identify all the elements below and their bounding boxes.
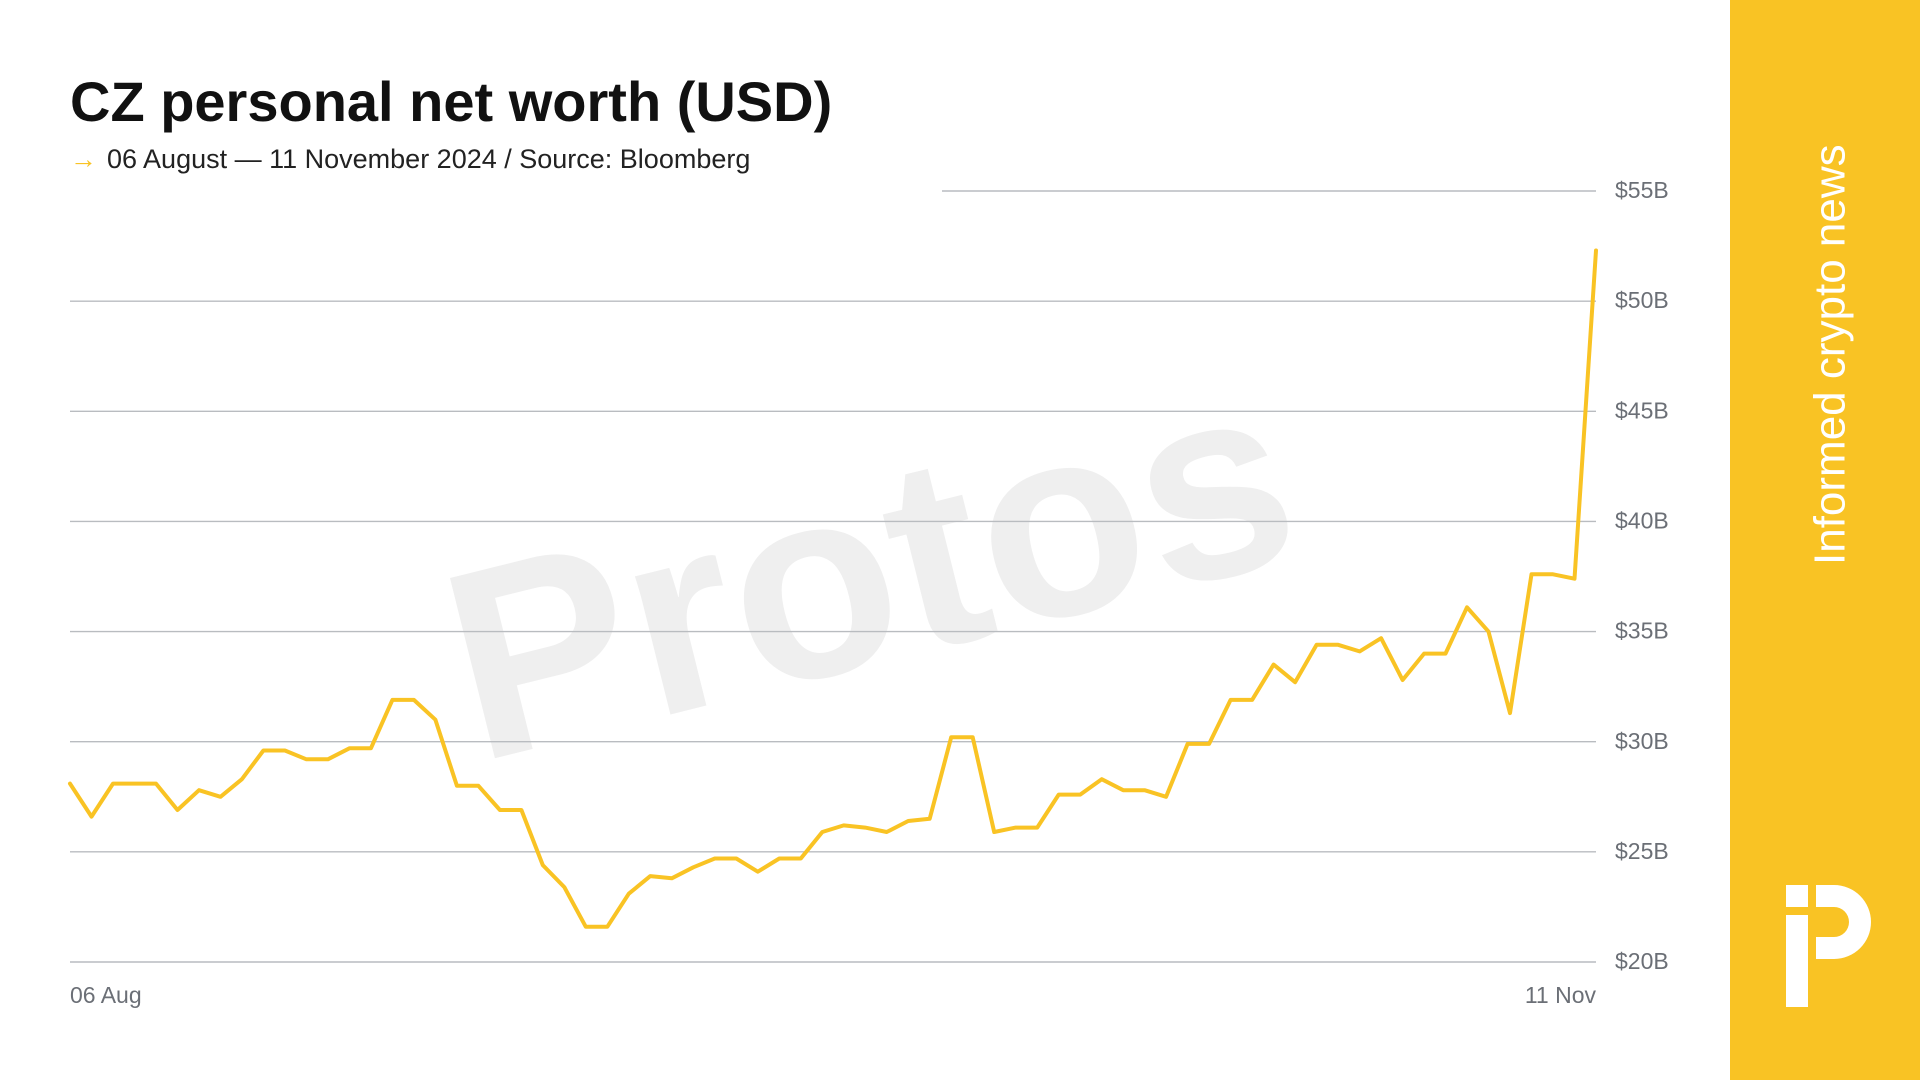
x-tick-label: 11 Nov xyxy=(1525,982,1597,1008)
y-tick-label: $45B xyxy=(1615,397,1669,423)
x-tick-label: 06 Aug xyxy=(70,982,142,1008)
y-tick-label: $20B xyxy=(1615,948,1669,974)
y-tick-label: $30B xyxy=(1615,728,1669,754)
chart-subtitle: 06 August — 11 November 2024 / Source: B… xyxy=(107,144,750,174)
sidebar-text: Informed crypto news xyxy=(1806,144,1855,565)
logo xyxy=(1786,885,1871,1007)
y-tick-label: $55B xyxy=(1615,177,1669,203)
subtitle-marker: → xyxy=(70,144,97,174)
y-tick-label: $50B xyxy=(1615,287,1669,313)
logo-bowl xyxy=(1816,885,1871,959)
logo-dot xyxy=(1786,885,1808,907)
grid xyxy=(70,190,1596,963)
logo-stem xyxy=(1786,915,1808,1007)
y-tick-label: $40B xyxy=(1615,508,1669,534)
chart-title: CZ personal net worth (USD) xyxy=(70,70,832,133)
data-line xyxy=(68,248,1598,929)
plot xyxy=(68,248,1598,929)
y-tick-label: $35B xyxy=(1615,618,1669,644)
y-tick-label: $25B xyxy=(1615,838,1669,864)
